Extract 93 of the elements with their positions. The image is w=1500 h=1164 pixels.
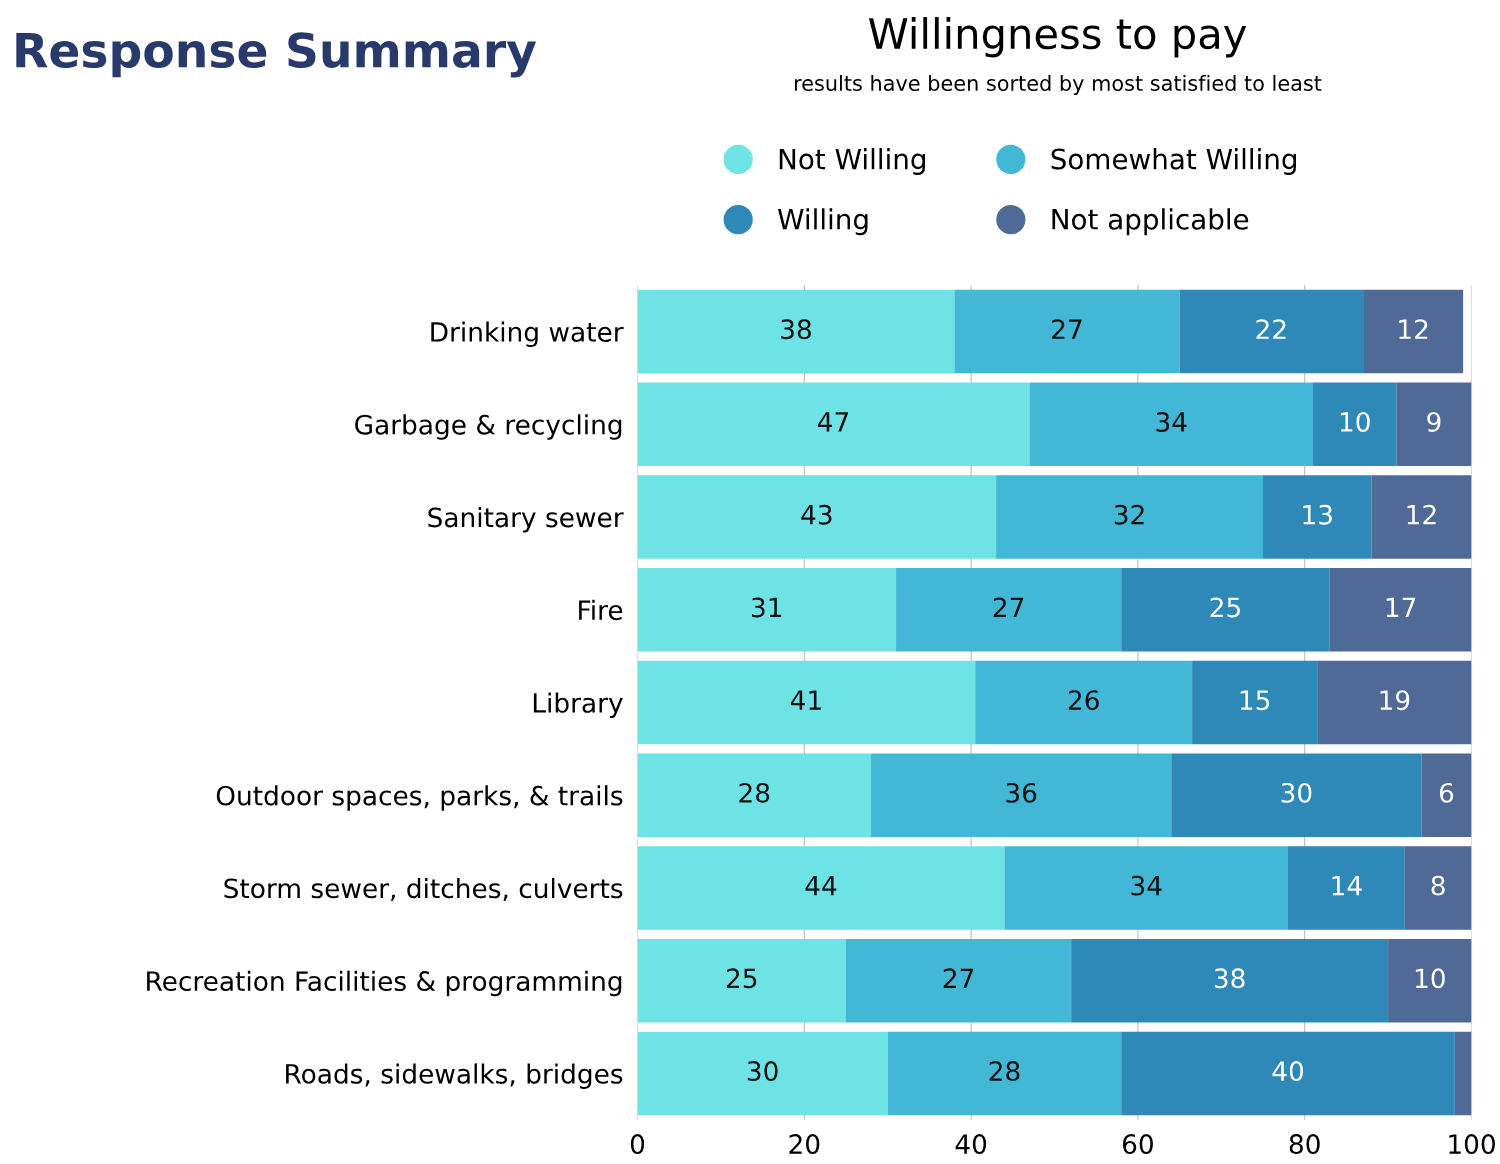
data-label: 31 — [751, 597, 782, 618]
y-tick-label: Library — [533, 692, 623, 718]
bar — [1121, 1031, 1455, 1116]
data-label: 17 — [1386, 597, 1416, 618]
bar — [1192, 660, 1318, 745]
data-label: 27 — [943, 968, 974, 988]
data-label: 19 — [1380, 690, 1410, 711]
bar — [637, 289, 955, 374]
data-label: 14 — [1332, 875, 1362, 896]
data-label: 22 — [1256, 319, 1286, 339]
x-tick-label: 60 — [1122, 1134, 1153, 1155]
data-label: 12 — [1399, 319, 1428, 339]
bar — [996, 475, 1263, 559]
data-label: 27 — [993, 597, 1024, 618]
bar — [637, 1031, 888, 1116]
data-label: 43 — [801, 504, 832, 525]
data-label: 6 — [1439, 782, 1454, 803]
data-label: 28 — [739, 782, 770, 803]
y-tick-label: Roads, sidewalks, bridges — [286, 1063, 623, 1089]
data-label: 8 — [1431, 875, 1445, 896]
data-label: 10 — [1415, 968, 1445, 989]
bar — [637, 846, 1005, 930]
y-tick-label: Fire — [579, 599, 623, 621]
data-label: 34 — [1156, 411, 1187, 432]
bar — [637, 382, 1030, 467]
bar — [1288, 846, 1405, 930]
bar — [896, 568, 1122, 652]
bar — [1004, 846, 1289, 930]
bar — [637, 938, 846, 1023]
data-label: 25 — [1210, 597, 1240, 618]
bar — [1363, 289, 1464, 374]
bar — [846, 938, 1072, 1023]
x-tick-label: 40 — [955, 1134, 987, 1155]
chart-title: Willingness to pay — [868, 17, 1247, 58]
data-label: 28 — [989, 1061, 1020, 1082]
bar — [1421, 753, 1472, 837]
y-tick-label: Storm sewer, ditches, culverts — [224, 877, 623, 902]
bar — [954, 289, 1180, 374]
bar — [637, 753, 872, 837]
bar — [1121, 568, 1330, 652]
x-tick-label: 0 — [630, 1134, 645, 1155]
bar — [637, 660, 976, 745]
y-tick-label: Sanitary sewer — [428, 506, 624, 533]
bar — [1388, 938, 1472, 1023]
legend-label: Not Willing — [779, 148, 925, 175]
y-tick-label: Outdoor spaces, parks, & trails — [216, 785, 623, 811]
bar — [1317, 660, 1472, 745]
data-label: 25 — [726, 968, 757, 989]
y-tick-label: Drinking water — [431, 321, 624, 348]
bar — [1263, 475, 1372, 559]
data-label: 32 — [1114, 504, 1144, 525]
data-label: 30 — [747, 1061, 778, 1082]
data-label: 44 — [805, 875, 837, 896]
text: Response Summary — [16, 32, 537, 78]
data-label: 40 — [1272, 1061, 1304, 1082]
bar — [1313, 382, 1397, 467]
bar — [1371, 475, 1472, 559]
bar — [1029, 382, 1314, 467]
data-label: 10 — [1340, 411, 1370, 432]
data-label: 38 — [781, 319, 811, 340]
y-tick-label: Garbage & recycling — [355, 414, 622, 440]
bar — [975, 660, 1193, 745]
bar — [887, 1031, 1122, 1116]
data-label: 34 — [1131, 875, 1162, 896]
x-tick-label: 20 — [789, 1134, 820, 1155]
y-tick-label: Recreation Facilities & programming — [147, 970, 622, 997]
data-label: 27 — [1052, 319, 1082, 339]
data-label: 9 — [1427, 411, 1441, 432]
data-label: 12 — [1407, 504, 1436, 525]
bar — [1171, 753, 1422, 837]
data-label: 41 — [790, 690, 821, 710]
bar — [637, 568, 897, 652]
data-label: 36 — [1006, 782, 1037, 803]
bar — [1454, 1031, 1472, 1116]
legend-label: Somewhat Willing — [1051, 148, 1296, 175]
bar — [1071, 938, 1389, 1023]
data-label: 38 — [1214, 968, 1245, 989]
data-label: 30 — [1281, 782, 1312, 803]
chart-subtitle: results have been sorted by most satisfied to least — [794, 74, 1322, 96]
bar — [871, 753, 1172, 837]
bar — [637, 475, 997, 559]
data-label: 26 — [1068, 690, 1099, 711]
legend-label: Not applicable — [1052, 208, 1249, 236]
legend-label: Willing — [777, 208, 868, 236]
data-label: 47 — [817, 412, 849, 432]
data-label: 13 — [1303, 504, 1332, 525]
bar — [1329, 568, 1472, 652]
bar — [1404, 846, 1472, 930]
x-tick-label: 100 — [1449, 1134, 1495, 1155]
bar — [1396, 382, 1472, 467]
x-tick-label: 80 — [1289, 1134, 1320, 1155]
data-label: 15 — [1240, 690, 1270, 711]
bar — [1179, 289, 1364, 374]
